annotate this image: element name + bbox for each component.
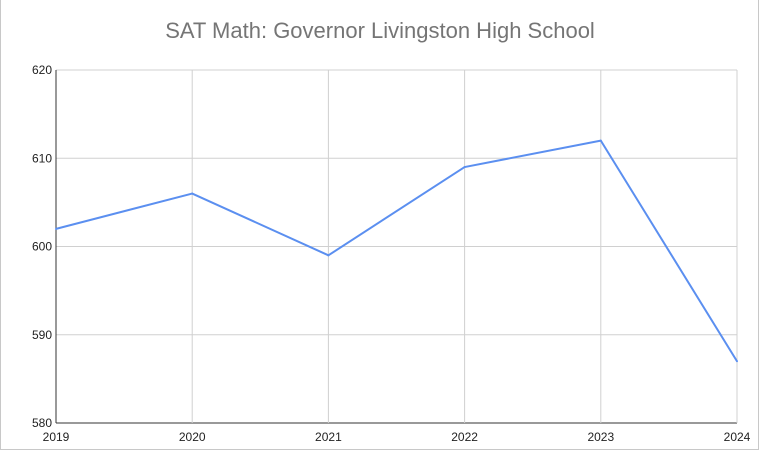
x-tick-label: 2020 <box>179 430 206 444</box>
x-tick-label: 2021 <box>315 430 342 444</box>
x-tick-label: 2023 <box>587 430 614 444</box>
y-tick-label: 600 <box>32 240 52 254</box>
series-group <box>55 139 738 363</box>
grid-lines <box>55 69 738 424</box>
x-tick-label: 2024 <box>724 430 751 444</box>
data-point <box>736 360 738 363</box>
y-axis-ticks: 580 590 600 610 620 <box>32 63 52 430</box>
chart-title: SAT Math: Governor Livingston High Schoo… <box>165 18 595 43</box>
x-axis-ticks: 2019 2020 2021 2022 2023 2024 <box>43 430 751 444</box>
x-tick-label: 2019 <box>43 430 70 444</box>
y-tick-label: 620 <box>32 63 52 77</box>
data-point <box>191 192 194 195</box>
data-point <box>55 227 57 230</box>
data-point <box>327 254 330 257</box>
data-point <box>463 166 466 169</box>
data-point <box>599 139 602 142</box>
y-tick-label: 610 <box>32 151 52 165</box>
x-tick-label: 2022 <box>451 430 478 444</box>
y-tick-label: 580 <box>32 416 52 430</box>
y-tick-label: 590 <box>32 328 52 342</box>
series-line <box>55 139 738 362</box>
